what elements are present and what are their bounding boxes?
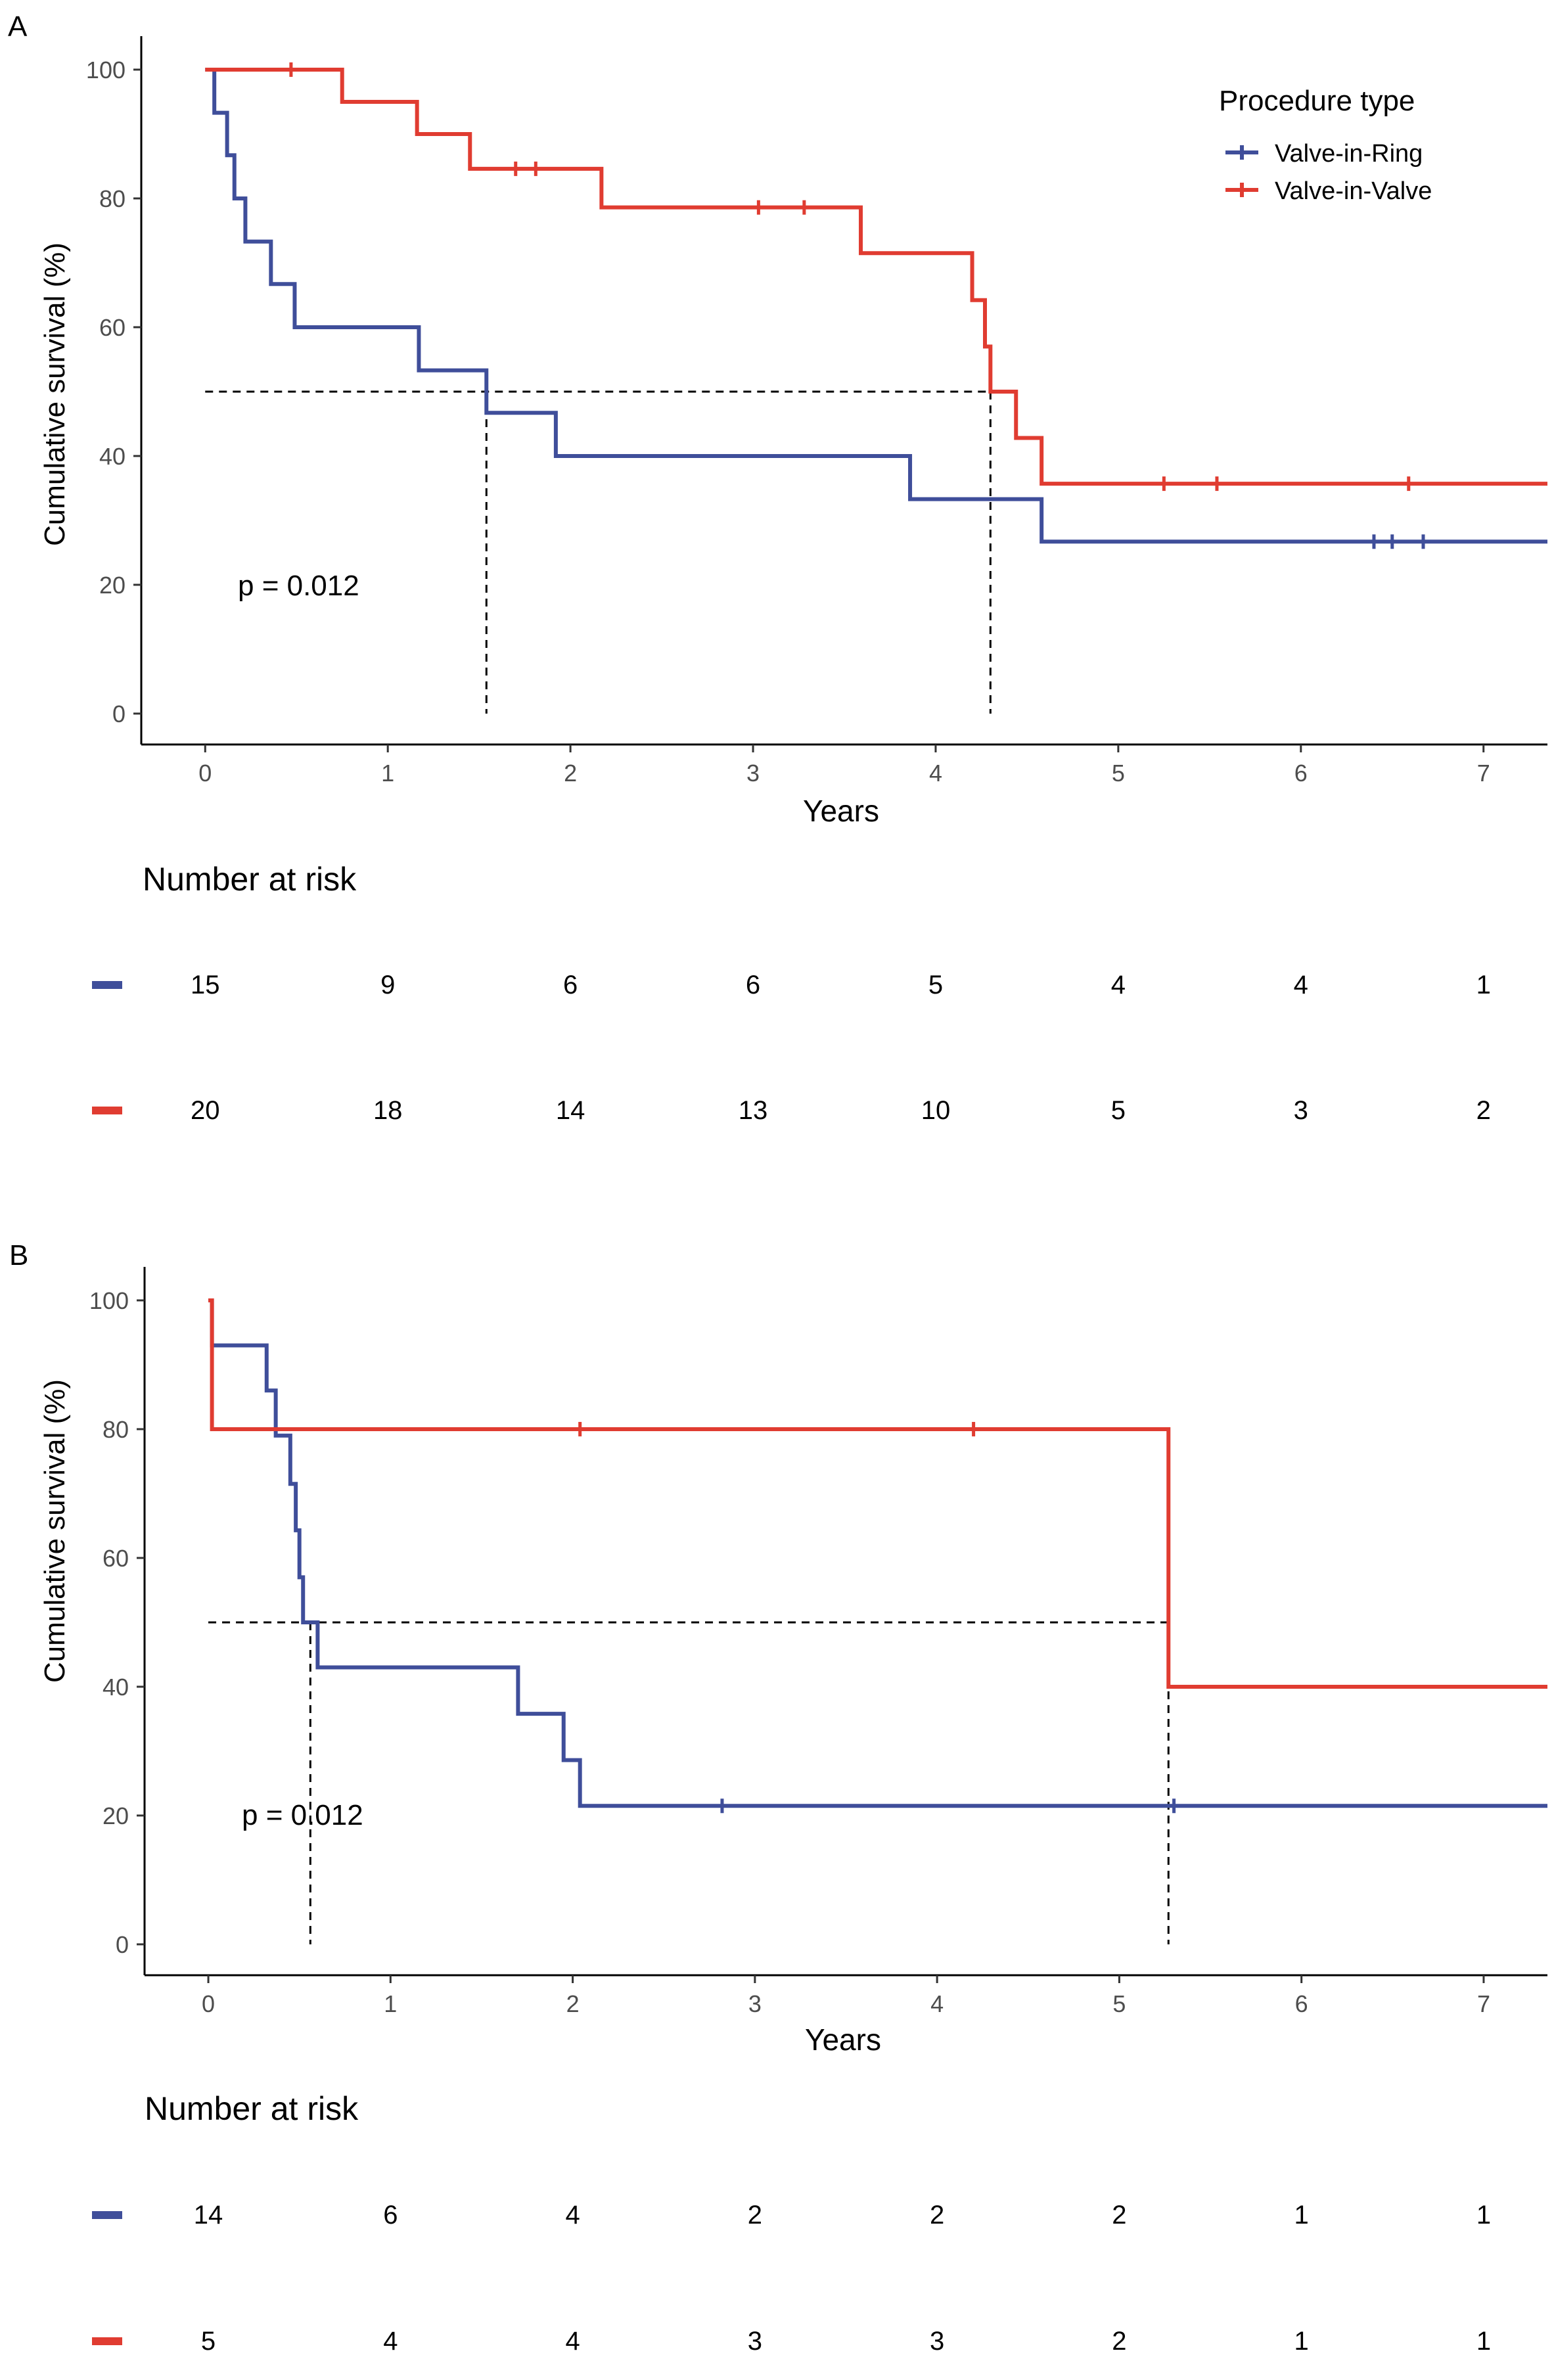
survival-curve-valve-in-valve (205, 67, 1547, 486)
x-tick-label: 0 (202, 1990, 215, 2017)
risk-count: 6 (563, 971, 578, 999)
y-tick-label: 60 (103, 1545, 129, 1572)
x-tick-label: 5 (1112, 760, 1125, 787)
panel-letter: A (8, 11, 28, 43)
risk-count: 4 (1294, 971, 1308, 999)
p-value-annotation: p = 0.012 (238, 570, 359, 602)
x-tick-label: 5 (1112, 1990, 1126, 2017)
panel-b: 0 20 40 60 80 100 0 1 2 3 4 5 6 7 Cumulative survival… (39, 1267, 1547, 2356)
legend: Procedure type Valve-in-Ring Valve-in-Va… (1219, 85, 1432, 205)
x-tick-label: 0 (198, 760, 212, 787)
x-axis-title: Years (805, 2023, 881, 2057)
survival-curve-valve-in-ring (208, 1298, 1547, 1808)
risk-count: 14 (556, 1096, 585, 1125)
x-tick-label: 7 (1477, 1990, 1490, 2017)
risk-count: 1 (1476, 971, 1491, 999)
y-tick-label: 20 (103, 1802, 129, 1829)
risk-count: 2 (748, 2201, 762, 2230)
risk-count: 5 (1111, 1096, 1126, 1125)
legend-label-valve-in-ring: Valve-in-Ring (1275, 140, 1423, 168)
risk-count: 13 (739, 1096, 768, 1125)
legend-label-valve-in-valve: Valve-in-Valve (1275, 177, 1432, 205)
risk-count: 3 (748, 2327, 762, 2356)
x-tick-label: 3 (746, 760, 760, 787)
y-tick-label: 100 (89, 1287, 129, 1314)
x-tick-label: 2 (564, 760, 577, 787)
y-axis-title: Cumulative survival (%) (39, 242, 71, 546)
risk-count: 2 (930, 2201, 944, 2230)
x-tick-label: 7 (1477, 760, 1490, 787)
risk-count: 9 (380, 971, 395, 999)
risk-count: 6 (383, 2201, 398, 2230)
risk-count: 1 (1476, 2201, 1491, 2230)
risk-table-title: Number at risk (143, 861, 357, 898)
risk-count: 4 (383, 2327, 398, 2356)
risk-count: 6 (746, 971, 760, 999)
panel-letter: B (9, 1239, 28, 1271)
survival-curve-valve-in-ring (205, 67, 1547, 544)
y-tick-label: 60 (99, 314, 126, 341)
risk-table-a: 15 9 6 6 5 4 4 1 20 18 14 13 10 5 3 2 (92, 971, 1491, 1125)
risk-count: 3 (930, 2327, 944, 2356)
y-tick-label: 80 (99, 185, 126, 212)
risk-count: 2 (1112, 2201, 1126, 2230)
y-tick-label: 0 (112, 700, 126, 727)
risk-count: 20 (191, 1096, 220, 1125)
risk-count: 1 (1294, 2201, 1309, 2230)
plot-a: 0 20 40 60 80 100 0 1 2 3 4 5 6 7 (86, 36, 1547, 787)
risk-count: 2 (1112, 2327, 1126, 2356)
risk-count: 4 (565, 2327, 580, 2356)
y-tick-label: 40 (103, 1674, 129, 1701)
x-tick-label: 6 (1294, 760, 1308, 787)
survival-curve-valve-in-valve (208, 1298, 1547, 1689)
y-tick-label: 40 (99, 443, 126, 470)
p-value-annotation: p = 0.012 (242, 1799, 363, 1831)
risk-count: 14 (194, 2201, 223, 2230)
risk-count: 4 (565, 2201, 580, 2230)
risk-count: 5 (928, 971, 943, 999)
risk-table-title: Number at risk (145, 2090, 359, 2127)
risk-count: 18 (373, 1096, 403, 1125)
risk-count: 3 (1294, 1096, 1308, 1125)
y-axis-title: Cumulative survival (%) (39, 1379, 71, 1683)
x-tick-label: 3 (748, 1990, 762, 2017)
risk-count: 2 (1476, 1096, 1491, 1125)
y-tick-label: 80 (103, 1416, 129, 1443)
risk-count: 1 (1294, 2327, 1309, 2356)
panel-a: 0 20 40 60 80 100 0 1 2 3 4 5 6 7 Cumulative survival… (39, 36, 1547, 1125)
risk-table-b: 14 6 4 2 2 2 1 1 5 4 4 3 3 2 1 1 (92, 2201, 1491, 2356)
legend-title: Procedure type (1219, 85, 1415, 117)
x-tick-label: 1 (381, 760, 394, 787)
risk-count: 15 (191, 971, 220, 999)
risk-count: 10 (921, 1096, 951, 1125)
plot-b: 0 20 40 60 80 100 0 1 2 3 4 5 6 7 (89, 1267, 1547, 2017)
x-axis-title: Years (803, 794, 879, 828)
y-tick-label: 100 (86, 57, 126, 83)
y-tick-label: 0 (116, 1931, 129, 1958)
risk-count: 4 (1111, 971, 1126, 999)
risk-count: 1 (1476, 2327, 1491, 2356)
risk-count: 5 (201, 2327, 216, 2356)
x-tick-label: 6 (1295, 1990, 1308, 2017)
x-tick-label: 4 (930, 1990, 944, 2017)
x-tick-label: 4 (929, 760, 942, 787)
x-tick-label: 2 (566, 1990, 580, 2017)
y-tick-label: 20 (99, 572, 126, 599)
x-tick-label: 1 (384, 1990, 397, 2017)
